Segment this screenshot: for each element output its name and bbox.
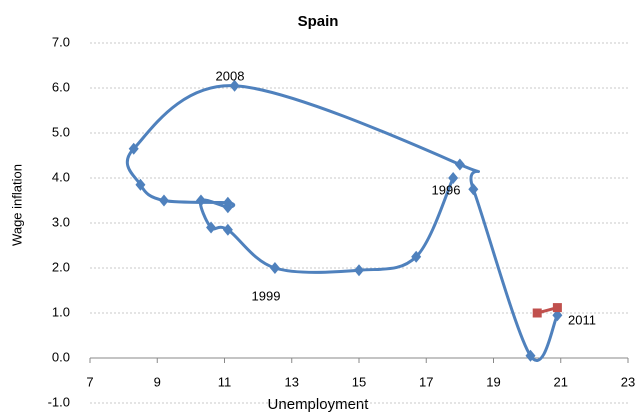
y-tick-label: 7.0 [52, 34, 70, 49]
annotation: 2008 [216, 68, 245, 83]
marker [222, 196, 233, 209]
marker [269, 262, 280, 274]
marker [354, 264, 364, 277]
y-tick-label: -1.0 [48, 394, 70, 409]
marker [411, 250, 422, 263]
y-tick-label: 3.0 [52, 214, 70, 229]
x-tick-label: 13 [285, 374, 299, 389]
marker [195, 194, 206, 207]
x-tick-label: 11 [218, 374, 232, 389]
y-tick-label: 2.0 [52, 259, 70, 274]
x-tick-label: 9 [154, 374, 161, 389]
annotation: 2011 [568, 312, 596, 327]
y-tick-label: 5.0 [52, 124, 70, 139]
x-tick-label: 21 [554, 374, 568, 389]
marker [206, 221, 217, 234]
marker [448, 172, 459, 184]
x-tick-label: 17 [419, 374, 433, 389]
marker [468, 183, 479, 196]
marker [158, 194, 169, 207]
x-tick-label: 7 [86, 374, 93, 389]
annotation: 1999 [252, 288, 281, 303]
marker [229, 79, 240, 92]
x-tick-label: 23 [621, 374, 635, 389]
marker [128, 142, 139, 155]
y-tick-label: 1.0 [52, 304, 70, 319]
marker [135, 178, 146, 191]
x-tick-label: 15 [352, 374, 366, 389]
marker [222, 223, 233, 236]
marker [552, 309, 563, 322]
y-tick-label: 6.0 [52, 79, 70, 94]
marker [532, 308, 542, 318]
y-tick-label: 4.0 [52, 169, 70, 184]
annotation: 1996 [432, 182, 461, 197]
marker [552, 303, 562, 313]
marker [454, 158, 465, 171]
y-axis-label: Wage inflation [9, 164, 24, 246]
x-axis-label: Unemployment [268, 396, 370, 412]
chart-title: Spain [298, 13, 339, 30]
marker [525, 349, 536, 362]
x-tick-label: 19 [486, 374, 500, 389]
y-tick-label: 0.0 [52, 349, 70, 364]
